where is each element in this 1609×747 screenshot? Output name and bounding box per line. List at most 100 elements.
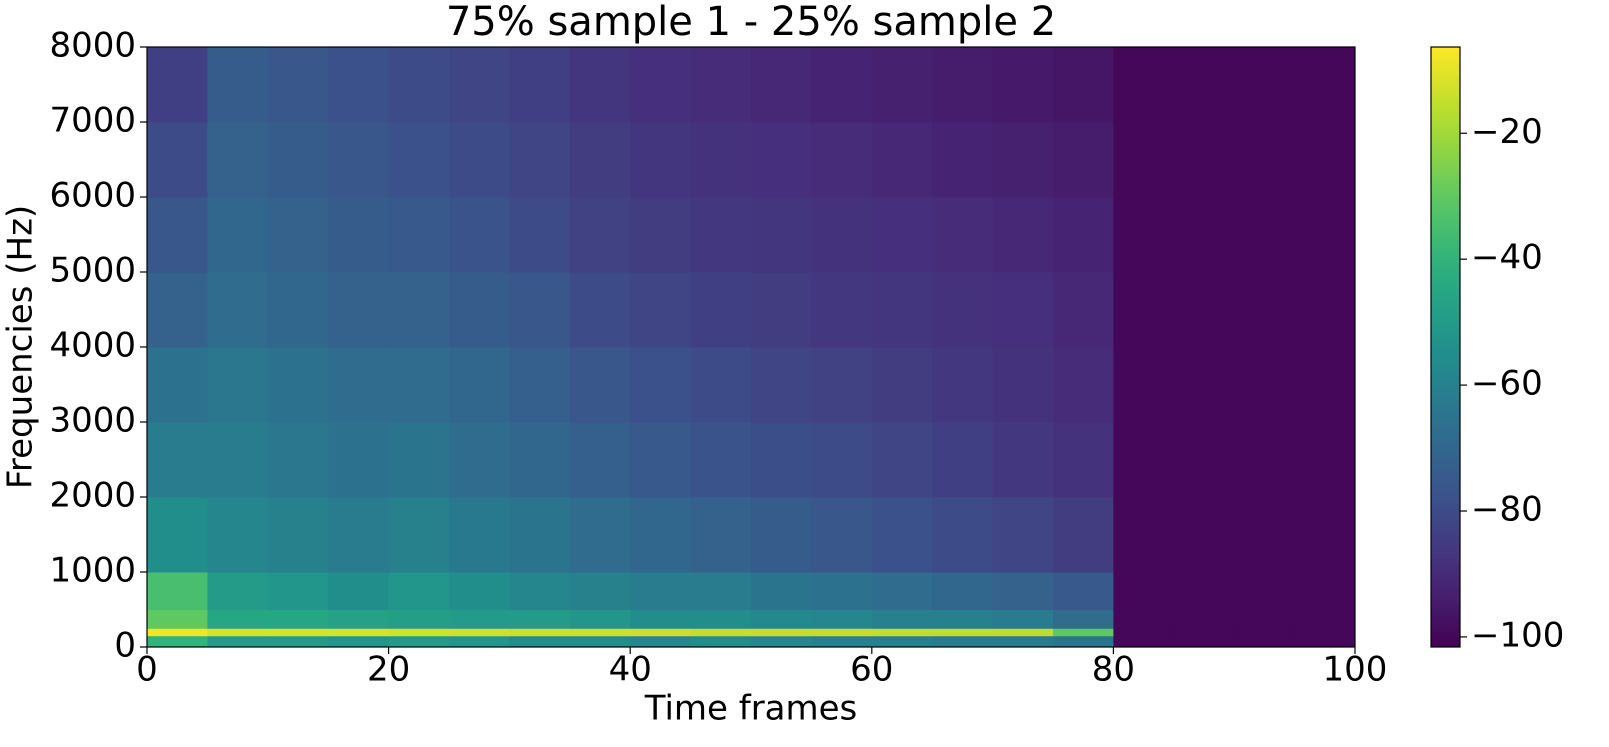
heatmap-cell [207,628,269,637]
heatmap-cell [1294,628,1356,637]
heatmap-cell [207,272,269,348]
heatmap-cell [992,497,1054,573]
heatmap-cell [690,628,752,637]
heatmap-cell [811,628,873,637]
heatmap-cell [569,497,631,573]
heatmap-cell [207,609,269,629]
heatmap-cell [449,272,510,348]
heatmap-cell [811,47,873,123]
heatmap-cell [1173,628,1235,637]
x-tick-label: 40 [609,650,652,690]
heatmap-cell [871,272,933,348]
heatmap-cell [1234,47,1296,123]
heatmap-cell [690,497,752,573]
heatmap-cell [811,347,873,423]
heatmap-cell [1294,497,1356,573]
heatmap-cell [690,635,752,648]
heatmap-cell [1173,422,1235,498]
heatmap-cell [1234,272,1296,348]
heatmap-cell [449,197,510,273]
heatmap-cell [1173,272,1235,348]
heatmap-cell [569,572,631,610]
heatmap-cell [992,635,1054,648]
y-tick-label: 2000 [49,476,136,516]
heatmap-cell [1294,272,1356,348]
heatmap-cell [630,497,692,573]
heatmap-cell [147,422,208,498]
heatmap-cell [147,628,208,637]
x-tick-label: 20 [367,650,410,690]
heatmap-cell [449,635,510,648]
heatmap-cell [509,497,571,573]
heatmap-cell [811,572,873,610]
heatmap-cell [1173,122,1235,198]
heatmap-cell [932,272,994,348]
heatmap-cell [871,628,933,637]
heatmap-cell [1053,497,1114,573]
y-tick-label: 6000 [49,176,136,216]
heatmap-cell [1234,635,1296,648]
heatmap-cell [871,122,933,198]
heatmap-cell [267,197,329,273]
heatmap-cell [932,197,994,273]
heatmap-cell [811,272,873,348]
heatmap-cell [509,628,571,637]
heatmap-cell [871,347,933,423]
heatmap-cell [388,635,450,648]
heatmap-cell [449,609,510,629]
heatmap-cell [630,572,692,610]
heatmap-cell [1053,572,1114,610]
heatmap-cell [811,422,873,498]
heatmap-cell [992,347,1054,423]
heatmap-cell [267,628,329,637]
heatmap-cell [569,47,631,123]
heatmap-cell [1234,572,1296,610]
heatmap-cell [1294,422,1356,498]
heatmap-cell [509,197,571,273]
heatmap-cell [871,422,933,498]
heatmap-cell [751,628,812,637]
heatmap-cell [147,635,208,648]
heatmap-cell [449,572,510,610]
heatmap-cell [811,635,873,648]
heatmap-cell [690,609,752,629]
heatmap-cell [1113,197,1175,273]
heatmap-cell [509,272,571,348]
heatmap-cell [992,122,1054,198]
heatmap-cell [1113,572,1175,610]
heatmap-cell [388,422,450,498]
heatmap-cell [1053,197,1114,273]
heatmap-cell [388,628,450,637]
heatmap-cell [932,628,994,637]
heatmap-cell [751,572,812,610]
heatmap-cell [147,122,208,198]
heatmap-cell [1113,347,1175,423]
x-tick-label: 0 [136,650,158,690]
heatmap-cell [1294,572,1356,610]
heatmap-cell [992,197,1054,273]
heatmap-cell [992,609,1054,629]
heatmap-cell [147,197,208,273]
heatmap-cell [1053,635,1114,648]
heatmap-cell [871,609,933,629]
heatmap-cell [207,122,269,198]
heatmap-cell [1294,197,1356,273]
y-tick-label: 5000 [49,251,136,291]
heatmap-cell [388,122,450,198]
heatmap-cell [388,272,450,348]
heatmap-cell [1053,628,1114,637]
heatmap-cell [147,497,208,573]
heatmap-cell [569,422,631,498]
heatmap-cell [1113,497,1175,573]
heatmap-cell [871,47,933,123]
heatmap-cell [630,272,692,348]
y-tick-label: 4000 [49,326,136,366]
heatmap-cell [147,572,208,610]
heatmap-cell [509,47,571,123]
heatmap-cell [388,197,450,273]
chart-title: 75% sample 1 - 25% sample 2 [446,0,1056,45]
heatmap-cell [147,47,208,123]
heatmap-cell [1113,609,1175,629]
heatmap-cell [569,347,631,423]
heatmap-cell [811,122,873,198]
